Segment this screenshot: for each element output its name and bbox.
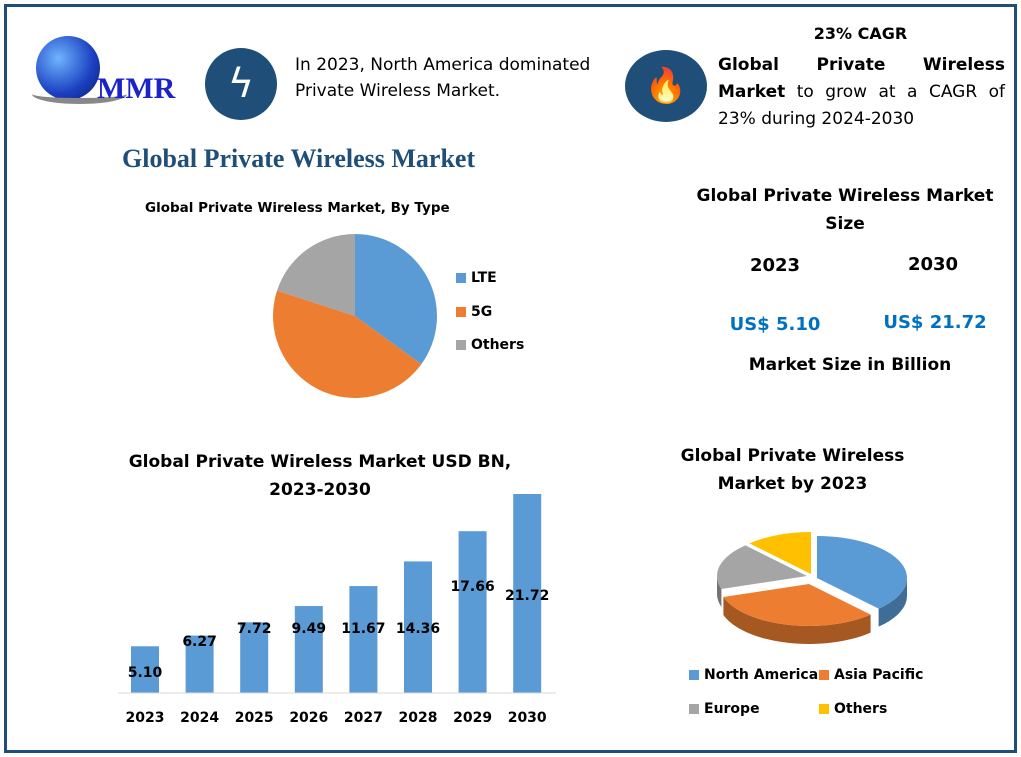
mmr-logo: MMR xyxy=(32,36,192,116)
year-2023: 2023 xyxy=(749,255,801,276)
legend-label: Europe xyxy=(704,701,760,717)
bar-value-label: 9.49 xyxy=(292,621,327,637)
pie3d-slice-europe xyxy=(717,545,807,589)
fire-icon: 🔥 xyxy=(625,50,707,122)
bar-value-label: 14.36 xyxy=(396,621,440,637)
x-tick-label: 2023 xyxy=(126,710,165,726)
fact-cagr: Global Private Wireless Market to grow a… xyxy=(718,52,1005,133)
bar-value-label: 11.67 xyxy=(341,621,385,637)
bar-value-label: 7.72 xyxy=(237,621,272,637)
lightning-icon: ϟ xyxy=(205,48,277,120)
legend-label: Others xyxy=(471,337,525,353)
bar-value-label: 5.10 xyxy=(128,665,163,681)
pie3d-slice-north-america xyxy=(817,536,908,609)
x-tick-label: 2026 xyxy=(289,710,328,726)
bar-value-label: 21.72 xyxy=(505,588,549,604)
bar-2025 xyxy=(240,622,269,693)
legend-5g: 5G xyxy=(456,304,492,320)
pie3d-side-2 xyxy=(717,576,722,607)
legend-swatch xyxy=(689,704,699,714)
page-title: Global Private Wireless Market xyxy=(122,144,476,173)
legend-label: Asia Pacific xyxy=(834,667,924,683)
legend-asia-pacific: Asia Pacific xyxy=(819,667,923,683)
pie-slice-lte xyxy=(355,234,437,365)
bar-chart-title: Global Private Wireless Market USD BN, 2… xyxy=(128,452,512,500)
value-2030: US$ 21.72 xyxy=(883,312,987,333)
pie3d-side-0 xyxy=(878,578,907,627)
pie-slice-others xyxy=(277,234,355,316)
bar-value-label: 6.27 xyxy=(182,634,217,650)
legend-swatch xyxy=(456,273,466,283)
legend-lte: LTE xyxy=(456,270,497,286)
bar-2026 xyxy=(294,606,323,693)
fact-cagr-bold: Global Private Wireless Market xyxy=(718,55,1005,102)
x-tick-label: 2027 xyxy=(344,710,383,726)
x-tick-label: 2029 xyxy=(453,710,492,726)
legend-label: LTE xyxy=(471,270,497,286)
legend-swatch xyxy=(456,340,466,350)
market-size-title: Global Private Wireless Market Size xyxy=(696,186,994,234)
bar-2023 xyxy=(131,646,159,693)
legend-north-america: North America xyxy=(689,667,818,683)
page-frame xyxy=(4,4,1017,753)
value-2023: US$ 5.10 xyxy=(729,314,821,335)
legend-label: Others xyxy=(834,701,888,717)
pie1-title: Global Private Wireless Market, By Type xyxy=(145,200,450,216)
x-tick-label: 2025 xyxy=(235,710,274,726)
x-tick-label: 2024 xyxy=(180,710,219,726)
bar-2027 xyxy=(349,586,378,693)
legend-swatch xyxy=(819,704,829,714)
fact-cagr-rest: to grow at a CAGR of 23% during 2024-203… xyxy=(718,82,1005,129)
bar-2028 xyxy=(404,561,432,693)
pie2-title: Global Private Wireless Market by 2023 xyxy=(680,446,905,494)
cagr-title: 23% CAGR xyxy=(813,24,908,43)
fact-north-america: In 2023, North America dominated Private… xyxy=(295,55,591,101)
legend-swatch xyxy=(456,307,466,317)
pie3d-slice-asia-pacific xyxy=(723,584,871,626)
logo-text: MMR xyxy=(97,72,176,105)
pie-slice-5g xyxy=(273,290,422,398)
legend-label: 5G xyxy=(471,304,493,320)
bar-2029 xyxy=(458,531,487,693)
legend-label: North America xyxy=(704,667,819,683)
legend-others: Others xyxy=(456,337,524,353)
legend-europe: Europe xyxy=(689,701,760,717)
bar-value-label: 17.66 xyxy=(450,579,494,595)
bar-2024 xyxy=(185,635,214,693)
legend-swatch xyxy=(819,670,829,680)
market-size-unit: Market Size in Billion xyxy=(748,355,952,375)
legend-swatch xyxy=(689,670,699,680)
x-tick-label: 2030 xyxy=(508,710,547,726)
x-tick-label: 2028 xyxy=(399,710,438,726)
pie3d-slice-others xyxy=(749,532,811,574)
legend-others-region: Others xyxy=(819,701,887,717)
year-2030: 2030 xyxy=(907,254,959,275)
bar-2030 xyxy=(513,494,542,693)
pie3d-side-1 xyxy=(723,596,871,644)
